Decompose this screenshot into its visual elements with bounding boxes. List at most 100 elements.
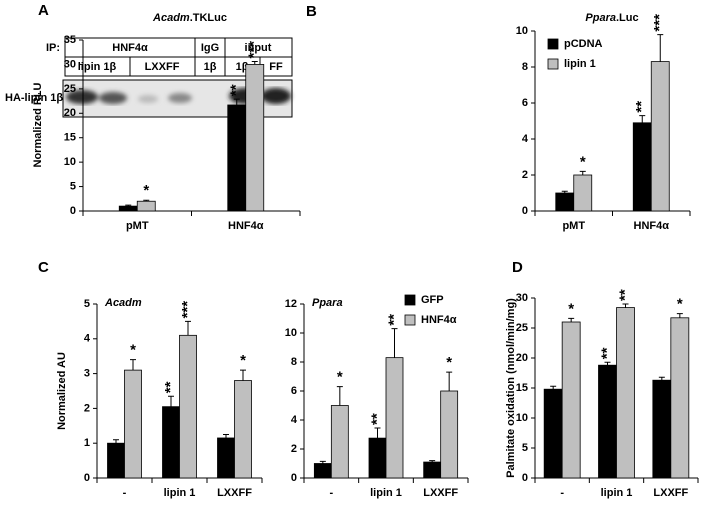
error-bar (639, 115, 646, 123)
y-tick-label: 2 (522, 169, 528, 181)
ip-label: IP: (46, 42, 60, 54)
error-bar (561, 190, 568, 193)
y-tick-label: 10 (285, 327, 297, 339)
legend-swatch (404, 294, 416, 306)
significance: ** (228, 84, 245, 96)
error-bar (185, 320, 191, 336)
significance: ** (385, 314, 402, 326)
row-label: HA-lipin 1β (5, 92, 63, 104)
y-axis-label: Palmitate oxidation (nmol/min/mg) (505, 298, 517, 478)
bar (632, 122, 652, 212)
y-tick-label: 8 (291, 356, 297, 368)
significance: ** (368, 413, 385, 425)
bar (652, 379, 672, 479)
chart-title: Acadm.TKLuc (152, 12, 227, 24)
error-bar (446, 371, 453, 391)
title-part: .Luc (616, 12, 639, 24)
y-tick-label: 3 (84, 368, 90, 380)
y-tick-label: 0 (522, 472, 528, 484)
x-tick-label: HNF4α (228, 220, 264, 232)
y-tick-label: 0 (291, 472, 297, 484)
y-tick-label: 5 (522, 442, 528, 454)
y-tick-label: 25 (516, 322, 528, 334)
error-bar (125, 204, 132, 207)
x-tick-label: pMT (126, 220, 149, 232)
error-bar (130, 359, 136, 371)
y-tick-label: 5 (70, 180, 76, 192)
title-part: Ppara (585, 12, 616, 24)
y-tick-label: 25 (64, 83, 76, 95)
significance: * (130, 342, 136, 359)
chart-title: Ppara.Luc (585, 12, 638, 24)
subgroup-label: lipin 1β (78, 61, 117, 73)
bar (330, 405, 349, 479)
bar (368, 437, 387, 479)
subgroup-label: LXXFF (145, 61, 180, 73)
panel-label: D (512, 259, 523, 276)
significance: ** (633, 101, 650, 113)
bar (179, 334, 197, 479)
x-tick-label: lipin 1 (601, 487, 633, 499)
y-tick-label: 10 (516, 25, 528, 37)
title-part: Ppara (312, 297, 343, 309)
error-bar (319, 460, 326, 464)
bar (561, 321, 581, 479)
x-tick-label: pMT (562, 220, 585, 232)
y-tick-label: 30 (64, 58, 76, 70)
bar (650, 61, 670, 212)
bar (124, 369, 142, 479)
y-tick-label: 8 (522, 61, 528, 73)
bar (543, 388, 563, 479)
legend-label: lipin 1 (564, 58, 596, 70)
error-bar (604, 361, 611, 366)
group-label: HNF4α (112, 42, 148, 54)
legend-swatch (404, 314, 416, 326)
y-axis-label: Normalized AU (56, 352, 68, 430)
significance: * (568, 300, 574, 317)
error-bar (168, 395, 174, 407)
subgroup-label: 1β (204, 61, 217, 73)
significance: * (337, 369, 343, 386)
error-bar (374, 427, 381, 439)
y-tick-label: 4 (84, 333, 91, 345)
x-tick-label: lipin 1 (370, 487, 402, 499)
error-bar (658, 376, 665, 381)
x-tick-label: lipin 1 (164, 487, 196, 499)
error-bar (568, 317, 575, 322)
bar (555, 192, 575, 212)
error-bar (579, 170, 586, 175)
bar (227, 104, 247, 212)
error-bar (143, 199, 150, 202)
error-bar (233, 98, 240, 105)
y-tick-label: 4 (291, 414, 298, 426)
subgroup-label: FF (269, 61, 283, 73)
y-tick-label: 20 (516, 352, 528, 364)
significance: * (446, 354, 452, 371)
error-bar (657, 34, 664, 62)
x-tick-label: LXXFF (423, 487, 458, 499)
panel-label: C (38, 259, 49, 276)
error-bar (336, 386, 343, 406)
panel-label: B (306, 3, 317, 20)
y-tick-label: 2 (84, 402, 90, 414)
bar (118, 205, 138, 212)
legend-swatch (547, 58, 559, 70)
error-bar (550, 385, 557, 390)
y-tick-label: 10 (64, 156, 76, 168)
y-axis-label: Normalized RLU (32, 82, 44, 167)
error-bar (113, 439, 119, 444)
y-tick-label: 6 (291, 385, 297, 397)
bar (670, 317, 690, 479)
y-tick-label: 30 (516, 292, 528, 304)
y-tick-label: 2 (291, 443, 297, 455)
x-tick-label: - (560, 487, 564, 499)
x-tick-label: HNF4α (634, 220, 670, 232)
x-tick-label: LXXFF (653, 487, 688, 499)
significance: * (677, 296, 683, 313)
title-part: .TKLuc (190, 12, 227, 24)
error-bar (391, 328, 398, 358)
x-tick-label: LXXFF (217, 487, 252, 499)
error-bar (676, 313, 683, 318)
significance: * (240, 352, 246, 369)
